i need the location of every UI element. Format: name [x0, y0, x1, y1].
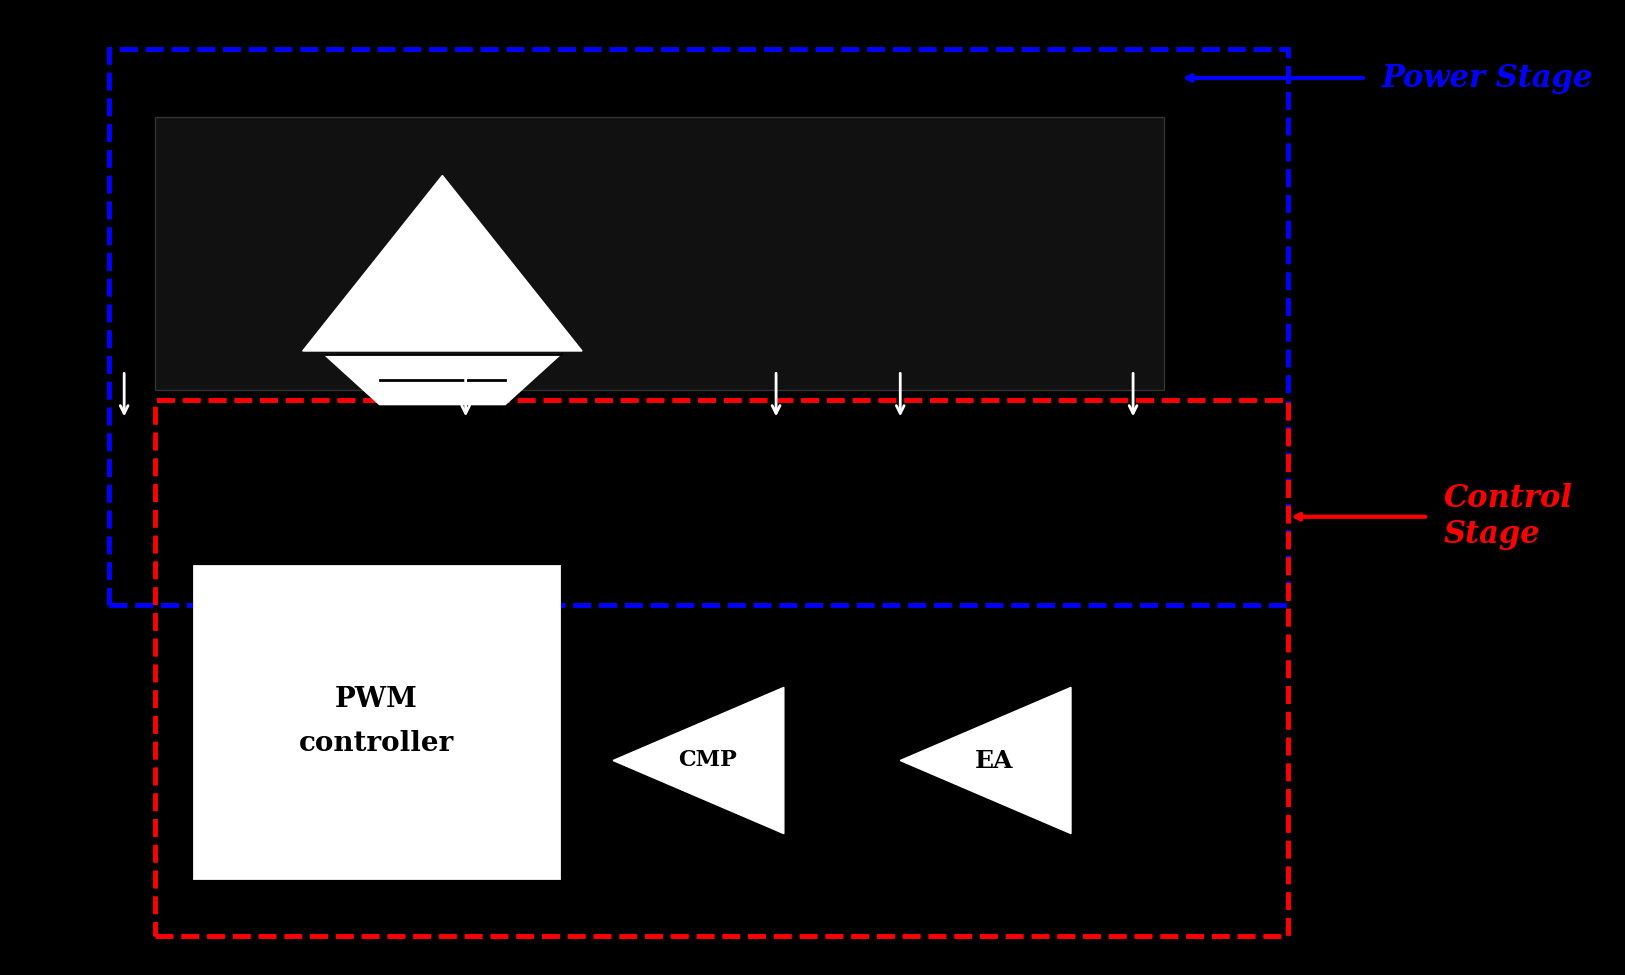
Text: −: −: [782, 791, 801, 811]
Text: Power Stage: Power Stage: [1381, 62, 1592, 94]
Text: Control
Stage: Control Stage: [1443, 484, 1573, 550]
Text: PWM
controller: PWM controller: [299, 686, 453, 757]
Bar: [156, 117, 1164, 390]
Text: EA: EA: [975, 749, 1014, 772]
Polygon shape: [900, 687, 1071, 834]
Bar: [193, 566, 559, 878]
Text: +: +: [782, 710, 801, 730]
Polygon shape: [302, 176, 582, 351]
Polygon shape: [323, 354, 561, 405]
Polygon shape: [613, 687, 783, 834]
Text: −: −: [1069, 710, 1089, 730]
Text: CMP: CMP: [678, 750, 736, 771]
Text: +: +: [1069, 791, 1089, 811]
